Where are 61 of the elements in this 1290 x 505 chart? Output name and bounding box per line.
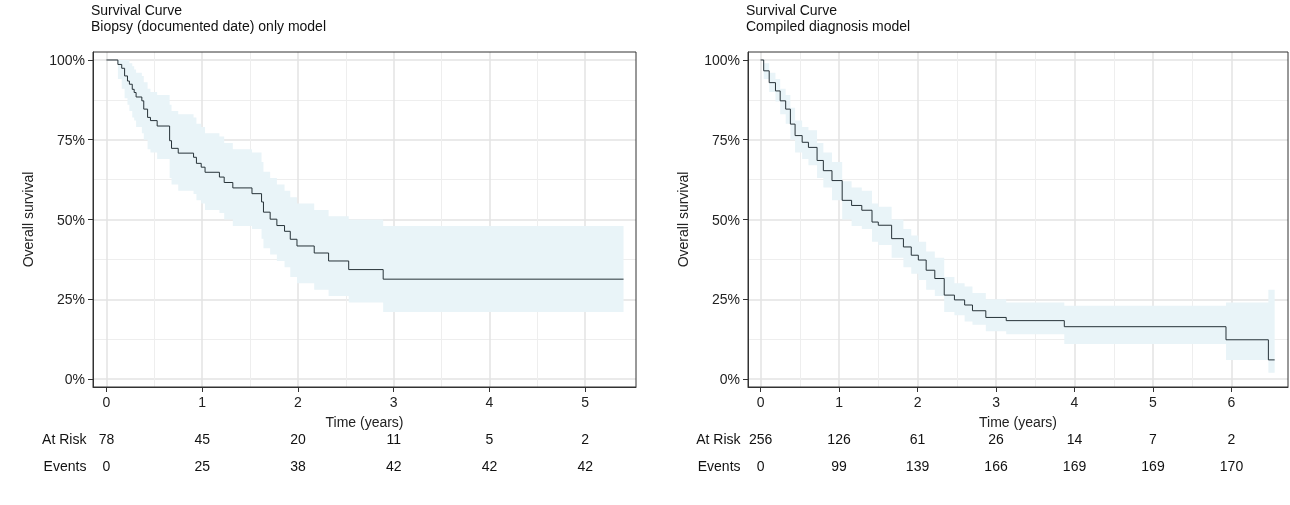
y-tick-label: 0%: [719, 371, 740, 388]
x-axis-title: Time (years): [325, 414, 404, 430]
text: 11: [386, 431, 402, 447]
x-tick-label: 5: [581, 394, 590, 410]
text: 45: [194, 431, 211, 447]
x-tick-label: 5: [1149, 394, 1158, 410]
x-tick-label: 0: [102, 394, 111, 410]
text: 0: [756, 458, 765, 474]
text: 20: [290, 431, 306, 447]
y-tick-label: 100%: [49, 51, 85, 68]
x-tick-label: 3: [992, 394, 1001, 410]
text: 42: [577, 458, 594, 474]
chart-title: Survival Curve: [91, 2, 183, 18]
text: 256: [748, 431, 773, 447]
text: Events: [697, 458, 741, 474]
y-axis-title: Overall survival: [675, 171, 691, 268]
x-tick-label: 2: [294, 394, 303, 410]
text: 7: [1149, 431, 1158, 447]
text: 78: [98, 431, 115, 447]
x-tick-label: 4: [1070, 394, 1079, 410]
text: 5: [485, 431, 494, 447]
x-tick-label: 3: [389, 394, 398, 410]
text: 14: [1066, 431, 1083, 447]
y-tick-label: 75%: [56, 131, 85, 148]
y-tick-label: 100%: [704, 51, 740, 68]
text: 166: [984, 458, 1008, 474]
text: 139: [905, 458, 930, 474]
text: Events: [43, 458, 87, 474]
text: 42: [481, 458, 498, 474]
y-tick-label: 25%: [711, 291, 740, 308]
text: 169: [1141, 458, 1165, 474]
x-tick-label: 1: [198, 394, 207, 410]
y-tick-label: 0%: [64, 371, 85, 388]
text: 169: [1062, 458, 1087, 474]
text: At Risk: [42, 431, 88, 447]
x-tick-label: 6: [1227, 394, 1236, 410]
text: 170: [1219, 458, 1244, 474]
text: 61: [909, 431, 926, 447]
text: 2: [1227, 431, 1236, 447]
text: 0: [102, 458, 111, 474]
text: 42: [385, 458, 402, 474]
chart-subtitle: Compiled diagnosis model: [746, 18, 911, 34]
y-tick-label: 75%: [711, 131, 740, 148]
x-tick-label: 0: [756, 394, 765, 410]
chart-subtitle: Biopsy (documented date) only model: [91, 18, 327, 34]
x-axis-title: Time (years): [978, 414, 1058, 430]
y-tick-label: 50%: [56, 211, 85, 228]
x-tick-label: 4: [485, 394, 494, 410]
chart-title: Survival Curve: [746, 2, 838, 18]
text: At Risk: [696, 431, 742, 447]
y-tick-label: 50%: [711, 211, 740, 228]
text: 38: [290, 458, 306, 474]
x-tick-label: 1: [835, 394, 844, 410]
y-axis-title: Overall survival: [20, 171, 36, 268]
text: 2: [581, 431, 590, 447]
text: 26: [988, 431, 1005, 447]
text: 99: [831, 458, 848, 474]
text: 126: [827, 431, 851, 447]
x-tick-label: 2: [913, 394, 922, 410]
y-tick-label: 25%: [56, 291, 85, 308]
text: 25: [194, 458, 211, 474]
